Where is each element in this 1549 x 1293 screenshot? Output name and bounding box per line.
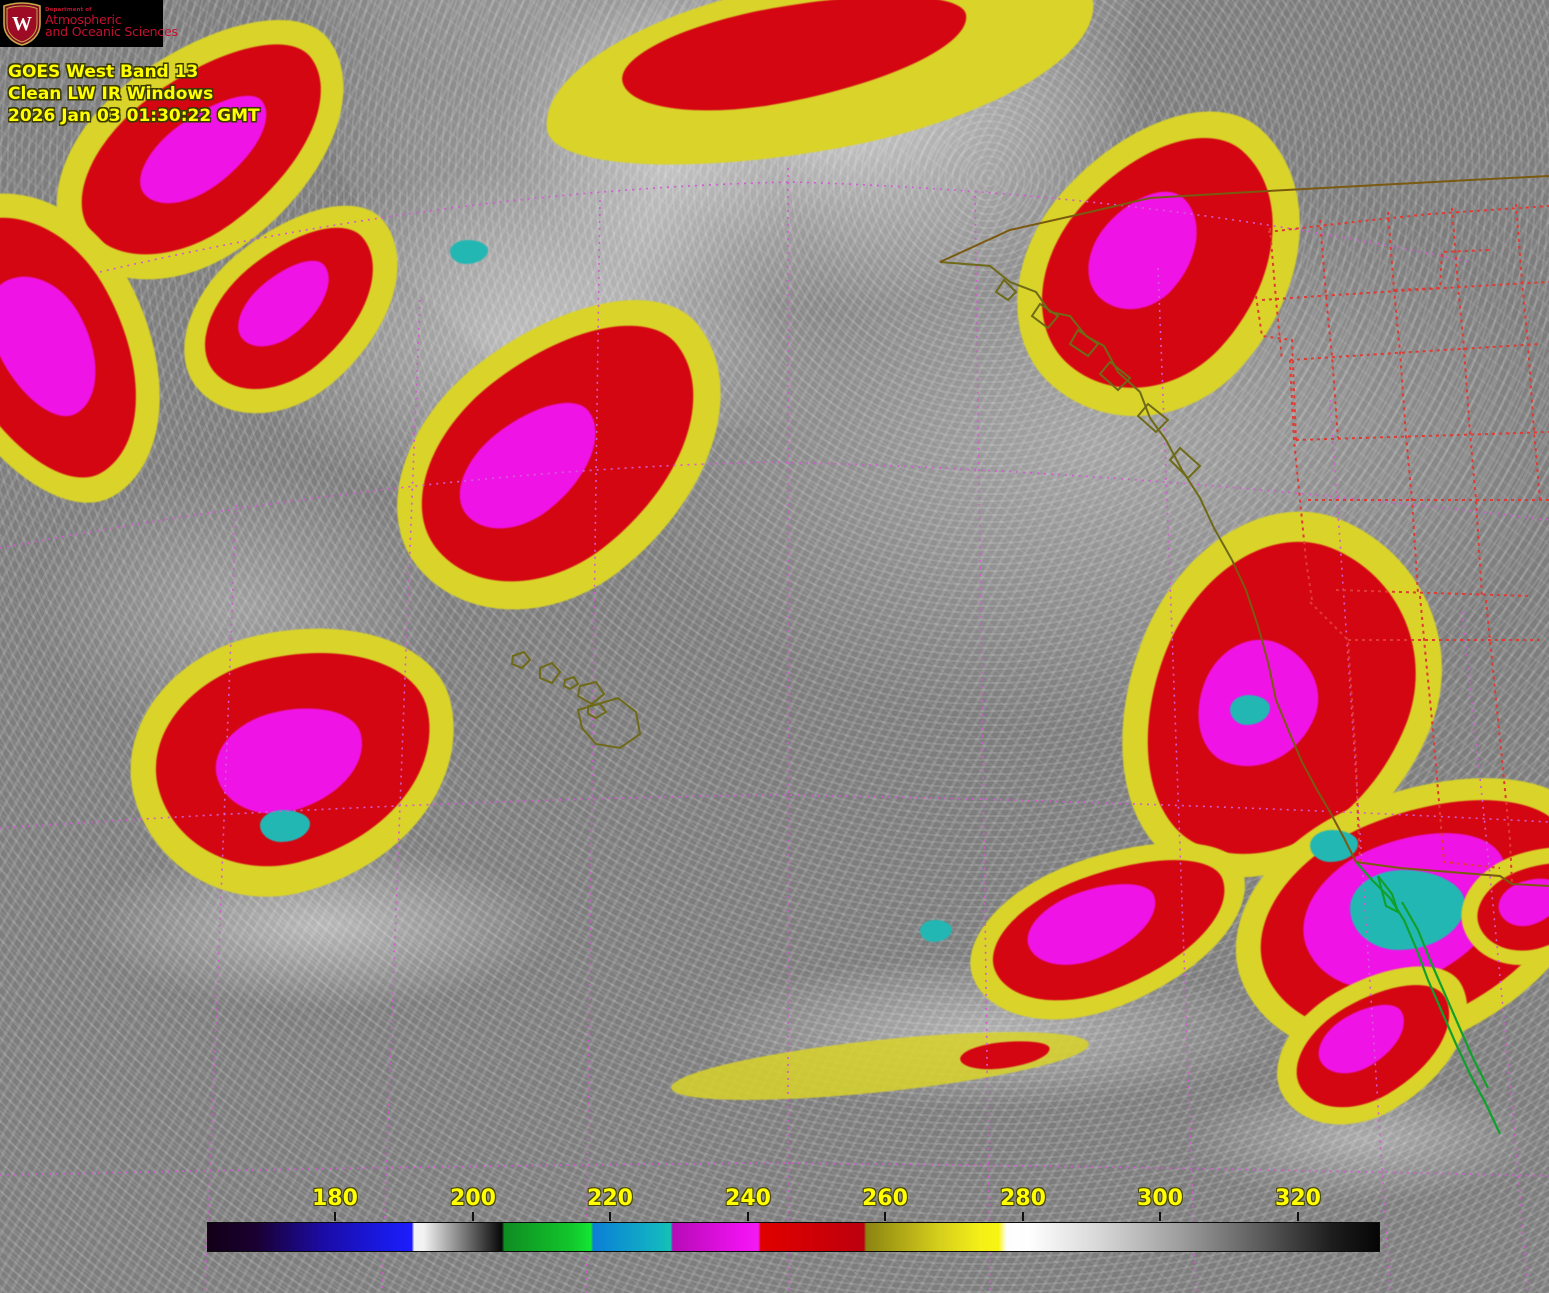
colorbar-tick-label: 260 (862, 1186, 908, 1211)
caption-satellite-band: GOES West Band 13 (8, 62, 199, 82)
colorbar-tick-mark (884, 1212, 886, 1221)
colorbar-tick-mark (334, 1212, 336, 1221)
svg-text:W: W (12, 13, 32, 35)
colorbar-gradient (207, 1222, 1380, 1252)
colorbar-tick-label: 280 (1000, 1186, 1046, 1211)
colorbar-tick-label: 240 (725, 1186, 771, 1211)
caption-timestamp: 2026 Jan 03 01:30:22 GMT (8, 105, 260, 126)
temperature-colorbar-group: 180 200 220 240 260 280 300 320 (0, 1186, 1549, 1293)
logo-line-atmospheric: Atmospheric (45, 11, 122, 27)
image-caption-block: GOES West Band 13 Clean LW IR Windows 20… (8, 62, 260, 127)
caption-product: Clean LW IR Windows (8, 83, 214, 104)
colorbar-tick-mark (472, 1212, 474, 1221)
colorbar-tick-label: 320 (1275, 1186, 1321, 1211)
colorbar-tick-mark (1297, 1212, 1299, 1221)
colorbar-tick-label: 220 (587, 1186, 633, 1211)
logo-line-oceanic: and Oceanic Sciences (45, 24, 178, 40)
colorbar-tick-mark (1022, 1212, 1024, 1221)
colorbar-tick-mark (747, 1212, 749, 1221)
colorbar-tick-label: 180 (312, 1186, 358, 1211)
colorbar-tick-label: 200 (450, 1186, 496, 1211)
uw-aos-logo: W Department of Atmospheric and Oceanic … (0, 0, 178, 47)
colorbar-tick-mark (1159, 1212, 1161, 1221)
logo-text-block: Department of Atmospheric and Oceanic Sc… (45, 6, 178, 40)
colorbar-tick-mark (609, 1212, 611, 1221)
logo-department-label: Department of (45, 6, 92, 13)
colorbar-tick-label: 300 (1137, 1186, 1183, 1211)
uw-crest-icon: W (3, 1, 41, 46)
colorbar-tick-labels: 180 200 220 240 260 280 300 320 (0, 1186, 1549, 1221)
